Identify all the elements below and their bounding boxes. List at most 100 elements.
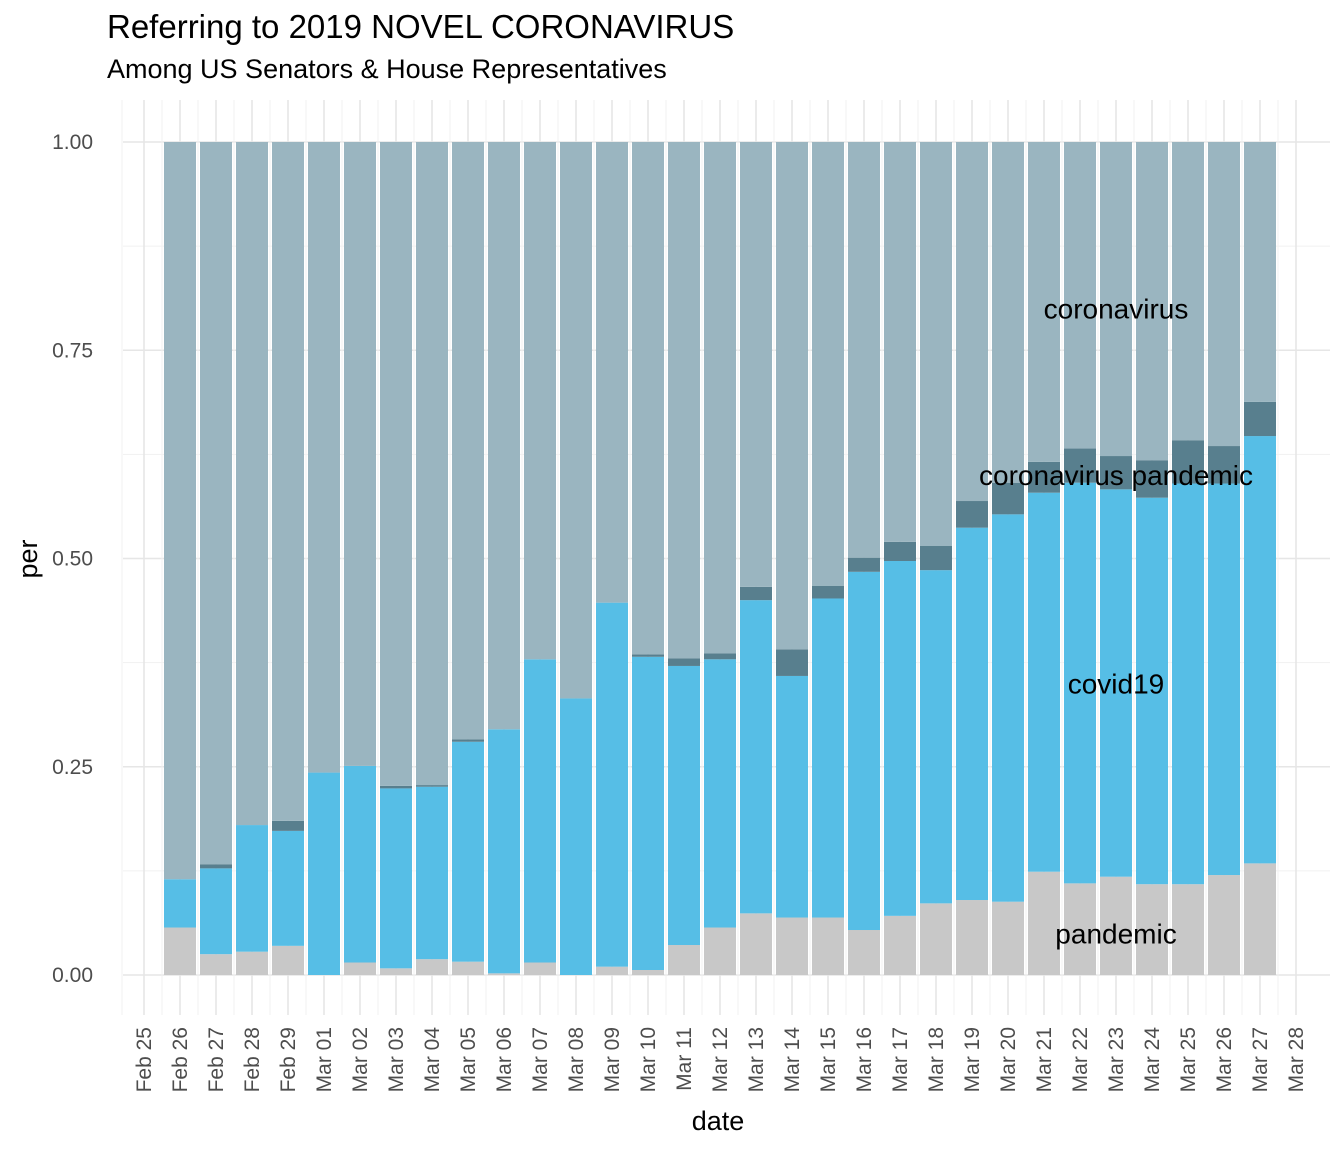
x-axis: Feb 25 Feb 26 Feb 27 Feb 28 Feb 29 Mar 01 Mar …: [133, 1027, 1308, 1093]
bar-segment-covid19: [596, 602, 628, 967]
bar-segment-coronavirus-pandemic: [884, 541, 916, 561]
bar-segment-coronavirus: [1064, 142, 1096, 449]
bar-segment-coronavirus: [740, 142, 772, 587]
bar-segment-coronavirus: [992, 142, 1024, 483]
bar-segment-coronavirus: [380, 142, 412, 786]
bar-segment-pandemic: [776, 917, 808, 975]
bar-segment-coronavirus-pandemic: [1136, 460, 1168, 498]
x-tick-label: Mar 26: [1213, 1027, 1236, 1092]
bar-segment-pandemic: [164, 927, 196, 975]
x-tick-label: Mar 10: [637, 1027, 660, 1092]
x-tick-label: Mar 24: [1141, 1027, 1164, 1093]
x-tick-label: Mar 07: [529, 1027, 552, 1092]
bar-segment-covid19: [704, 659, 736, 928]
x-tick-label: Mar 16: [853, 1027, 876, 1092]
bar-segment-covid19: [1028, 492, 1060, 872]
bar-segment-coronavirus: [776, 142, 808, 650]
bar-segment-pandemic: [380, 968, 412, 975]
bar-segment-covid19: [1136, 497, 1168, 885]
x-axis-title: date: [692, 1106, 745, 1136]
bar-segment-covid19: [1172, 483, 1204, 885]
bar-segment-covid19: [1100, 489, 1132, 877]
bar-segment-coronavirus: [848, 142, 880, 558]
bar-segment-coronavirus: [200, 142, 232, 865]
bar-segment-coronavirus-pandemic: [200, 864, 232, 869]
x-tick-label: Mar 14: [781, 1027, 804, 1093]
bar-segment-coronavirus-pandemic: [272, 820, 304, 831]
bar-segment-coronavirus-pandemic: [992, 482, 1024, 515]
bar-segment-covid19: [812, 598, 844, 918]
y-axis: 0.00 0.25 0.50 0.75 1.00: [52, 131, 93, 987]
bar-segment-coronavirus-pandemic: [776, 649, 808, 676]
bar-segment-coronavirus-pandemic: [416, 785, 448, 787]
bar-segment-pandemic: [272, 945, 304, 975]
series-label: coronavirus pandemic: [979, 460, 1253, 491]
bar-segment-pandemic: [236, 951, 268, 975]
x-tick-label: Mar 22: [1069, 1027, 1092, 1092]
bar-segment-coronavirus: [884, 142, 916, 542]
series-label: covid19: [1068, 668, 1165, 699]
bar-segment-coronavirus-pandemic: [632, 654, 664, 657]
x-tick-label: Mar 20: [997, 1027, 1020, 1092]
bar-segment-coronavirus: [1172, 142, 1204, 441]
bar-segment-coronavirus: [956, 142, 988, 502]
bar-segment-covid19: [308, 772, 340, 975]
bar-segment-coronavirus: [812, 142, 844, 586]
bar-segment-coronavirus-pandemic: [848, 557, 880, 572]
bar-segment-pandemic: [1064, 883, 1096, 975]
bar-segment-covid19: [488, 729, 520, 974]
bar-segment-pandemic: [416, 959, 448, 975]
bar-segment-covid19: [740, 600, 772, 914]
bar-segment-pandemic: [920, 903, 952, 975]
bar-segment-coronavirus-pandemic: [1208, 446, 1240, 484]
series-labels: coronavirus coronavirus pandemic covid19 pa…: [979, 294, 1253, 950]
y-tick-label: 0.75: [52, 339, 93, 362]
bar-segment-covid19: [920, 570, 952, 904]
bar-segment-pandemic: [524, 962, 556, 975]
bar-segment-pandemic: [1028, 871, 1060, 975]
bar-segment-coronavirus-pandemic: [1244, 401, 1276, 437]
bar-segment-covid19: [668, 665, 700, 946]
bar-segment-pandemic: [1244, 863, 1276, 975]
x-tick-label: Mar 28: [1285, 1027, 1308, 1092]
bar-segment-covid19: [416, 786, 448, 960]
bar-segment-coronavirus: [704, 142, 736, 654]
bar-segment-pandemic: [740, 913, 772, 975]
bar-segment-covid19: [452, 741, 484, 962]
bar-segment-covid19: [776, 675, 808, 918]
bar-segment-coronavirus: [1100, 142, 1132, 457]
x-tick-label: Mar 15: [817, 1027, 840, 1092]
bar-segment-covid19: [236, 825, 268, 952]
x-tick-label: Mar 04: [421, 1027, 444, 1093]
bar-segment-coronavirus-pandemic: [1172, 440, 1204, 484]
y-axis-title: per: [13, 539, 43, 578]
bar-segment-coronavirus: [1028, 142, 1060, 462]
bar-segment-pandemic: [884, 915, 916, 975]
bar-segment-coronavirus-pandemic: [1064, 448, 1096, 483]
x-tick-label: Mar 25: [1177, 1027, 1200, 1092]
x-tick-label: Mar 05: [457, 1027, 480, 1092]
x-tick-label: Mar 01: [313, 1027, 336, 1092]
x-tick-label: Mar 08: [565, 1027, 588, 1092]
bar-segment-covid19: [200, 868, 232, 955]
bar-segment-covid19: [1064, 482, 1096, 884]
bar-segment-coronavirus-pandemic: [740, 586, 772, 601]
bar-segment-coronavirus-pandemic: [956, 501, 988, 528]
x-tick-label: Feb 26: [169, 1027, 192, 1092]
bar-segment-pandemic: [1100, 876, 1132, 975]
x-tick-label: Feb 27: [205, 1027, 228, 1092]
bar-segment-pandemic: [1208, 875, 1240, 975]
x-tick-label: Mar 17: [889, 1027, 912, 1092]
bar-segment-pandemic: [1136, 884, 1168, 975]
bar-segment-coronavirus: [920, 142, 952, 547]
bar-segment-coronavirus-pandemic: [1028, 461, 1060, 493]
x-tick-label: Mar 02: [349, 1027, 372, 1092]
bar-segment-coronavirus: [236, 142, 268, 826]
x-tick-label: Mar 23: [1105, 1027, 1128, 1092]
bar-segment-pandemic: [452, 961, 484, 975]
x-tick-label: Mar 06: [493, 1027, 516, 1092]
bar-segment-covid19: [848, 571, 880, 931]
x-tick-label: Feb 29: [277, 1027, 300, 1092]
x-tick-label: Mar 11: [673, 1027, 696, 1091]
bar-segment-pandemic: [488, 973, 520, 975]
